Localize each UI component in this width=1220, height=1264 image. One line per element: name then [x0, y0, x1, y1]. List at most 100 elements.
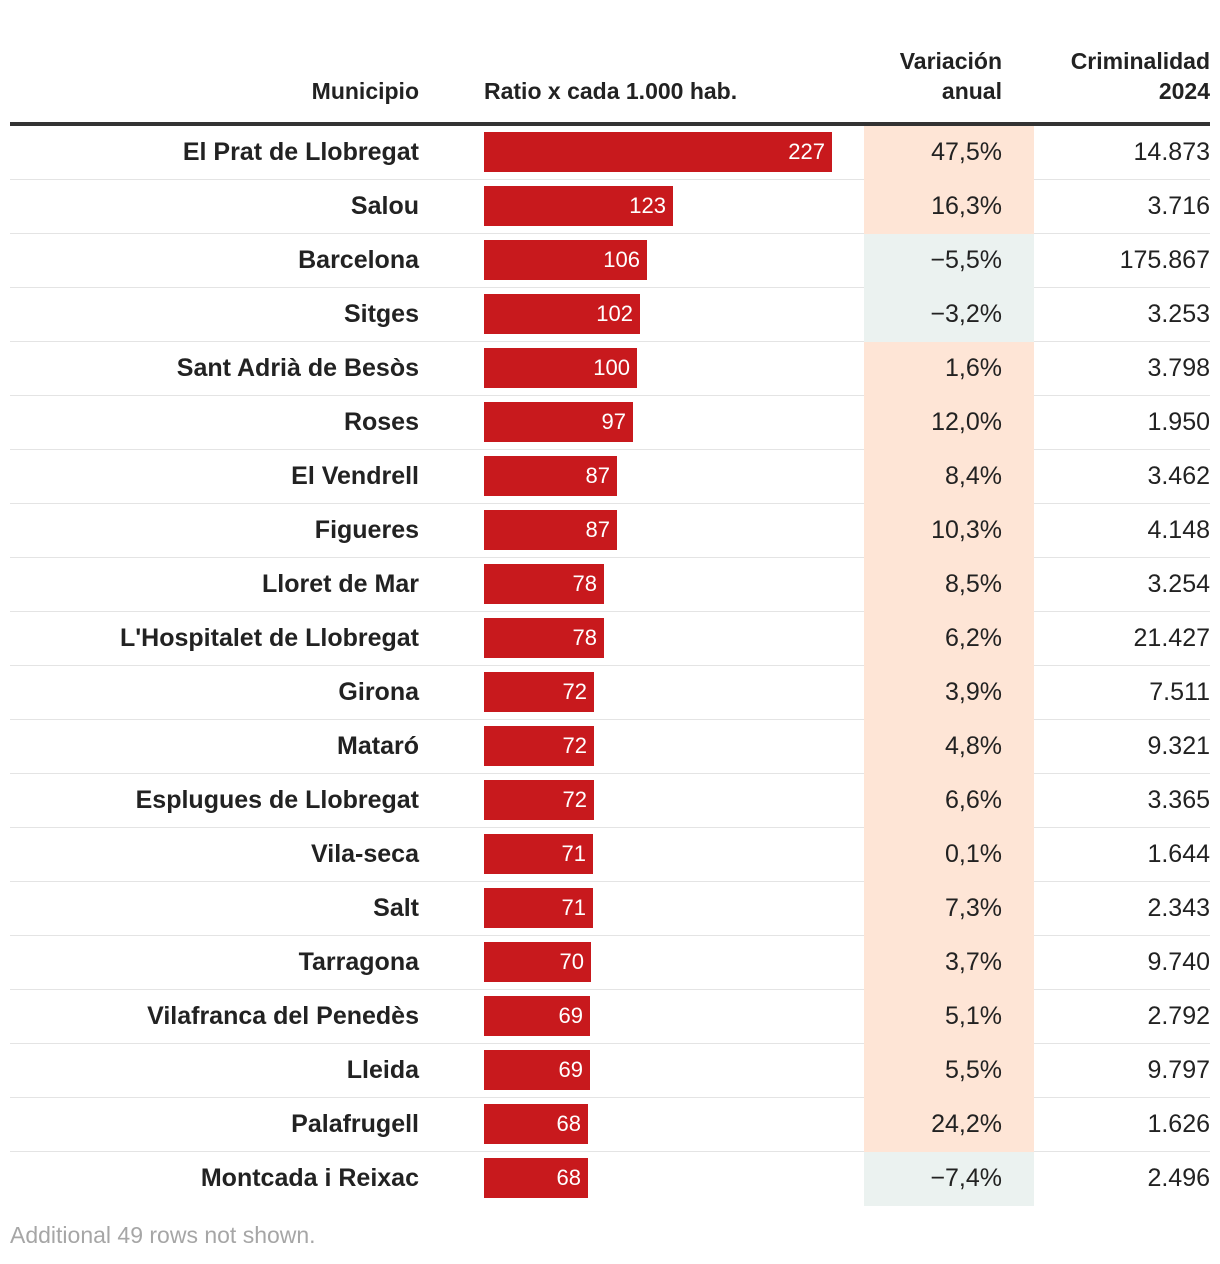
ratio-bar: 68: [484, 1104, 588, 1144]
ratio-value: 78: [572, 625, 597, 650]
header-municipio: Municipio: [311, 78, 419, 104]
variacion-cell: 24,2%: [864, 1098, 1034, 1152]
table-row: Roses 97 12,0% 1.950: [10, 396, 1210, 450]
ratio-bar: 72: [484, 780, 594, 820]
municipio-label: Barcelona: [298, 246, 419, 274]
ratio-bar: 106: [484, 240, 647, 280]
table-row: El Prat de Llobregat 227 47,5% 14.873: [10, 126, 1210, 180]
ratio-value: 71: [561, 895, 586, 920]
variacion-value: −3,2%: [930, 300, 1002, 328]
variacion-value: 24,2%: [931, 1110, 1002, 1138]
variacion-cell: −3,2%: [864, 288, 1034, 342]
ratio-value: 71: [561, 841, 586, 866]
ratio-value: 68: [556, 1165, 581, 1190]
variacion-value: 6,6%: [945, 786, 1002, 814]
ratio-bar: 123: [484, 186, 673, 226]
ratio-bar: 69: [484, 996, 590, 1036]
ratio-value: 68: [556, 1111, 581, 1136]
municipio-label: Salou: [350, 192, 419, 220]
table-row: Lleida 69 5,5% 9.797: [10, 1044, 1210, 1098]
municipio-label: Lloret de Mar: [262, 570, 419, 598]
variacion-value: 8,5%: [945, 570, 1002, 598]
ratio-bar: 69: [484, 1050, 590, 1090]
ratio-bar: 70: [484, 942, 591, 982]
table-row: L'Hospitalet de Llobregat 78 6,2% 21.427: [10, 612, 1210, 666]
ratio-bar: 87: [484, 456, 617, 496]
variacion-cell: 12,0%: [864, 396, 1034, 450]
municipio-label: Salt: [373, 894, 419, 922]
variacion-cell: 0,1%: [864, 828, 1034, 882]
variacion-value: 10,3%: [931, 516, 1002, 544]
variacion-value: 5,5%: [945, 1056, 1002, 1084]
ratio-value: 227: [788, 139, 825, 164]
variacion-cell: 8,5%: [864, 558, 1034, 612]
criminalidad-value: 2.496: [1147, 1164, 1210, 1192]
variacion-cell: 7,3%: [864, 882, 1034, 936]
footnote: Additional 49 rows not shown.: [10, 1222, 316, 1248]
variacion-cell: −5,5%: [864, 234, 1034, 288]
ratio-value: 87: [585, 517, 610, 542]
municipio-label: Mataró: [337, 732, 419, 760]
municipio-label: Esplugues de Llobregat: [135, 786, 419, 814]
criminalidad-value: 7.511: [1149, 678, 1210, 706]
criminalidad-value: 3.462: [1147, 462, 1210, 490]
variacion-cell: 8,4%: [864, 450, 1034, 504]
ratio-value: 70: [559, 949, 584, 974]
criminalidad-value: 14.873: [1133, 138, 1210, 166]
criminalidad-value: 1.950: [1147, 408, 1210, 436]
ratio-value: 69: [558, 1003, 583, 1028]
ratio-value: 97: [601, 409, 626, 434]
municipio-label: Montcada i Reixac: [200, 1164, 419, 1192]
table-body: El Prat de Llobregat 227 47,5% 14.873 Salou 1…: [10, 126, 1210, 1206]
variacion-value: 3,7%: [945, 948, 1002, 976]
variacion-value: 4,8%: [945, 732, 1002, 760]
variacion-value: 5,1%: [945, 1002, 1002, 1030]
criminalidad-value: 2.792: [1147, 1002, 1210, 1030]
variacion-value: 7,3%: [945, 894, 1002, 922]
ratio-value: 100: [593, 355, 630, 380]
variacion-value: 8,4%: [945, 462, 1002, 490]
criminalidad-value: 175.867: [1119, 246, 1210, 274]
table-row: Girona 72 3,9% 7.511: [10, 666, 1210, 720]
ratio-bar: 102: [484, 294, 640, 334]
variacion-cell: 10,3%: [864, 504, 1034, 558]
ratio-value: 72: [562, 679, 587, 704]
table-row: Salou 123 16,3% 3.716: [10, 180, 1210, 234]
criminalidad-value: 1.644: [1147, 840, 1210, 868]
table-row: Sant Adrià de Besòs 100 1,6% 3.798: [10, 342, 1210, 396]
ratio-value: 78: [572, 571, 597, 596]
municipio-label: Lleida: [346, 1056, 419, 1084]
table-row: Tarragona 70 3,7% 9.740: [10, 936, 1210, 990]
table-row: Figueres 87 10,3% 4.148: [10, 504, 1210, 558]
ratio-value: 69: [558, 1057, 583, 1082]
table-row: Esplugues de Llobregat 72 6,6% 3.365: [10, 774, 1210, 828]
variacion-value: 3,9%: [945, 678, 1002, 706]
table-row: El Vendrell 87 8,4% 3.462: [10, 450, 1210, 504]
variacion-value: 1,6%: [945, 354, 1002, 382]
ratio-bar: 97: [484, 402, 633, 442]
ratio-bar: 78: [484, 564, 604, 604]
criminalidad-value: 4.148: [1147, 516, 1210, 544]
table-row: Vila-seca 71 0,1% 1.644: [10, 828, 1210, 882]
table-header: Municipio Ratio x cada 1.000 hab. Variac…: [10, 0, 1210, 122]
variacion-cell: 6,2%: [864, 612, 1034, 666]
table-row: Sitges 102 −3,2% 3.253: [10, 288, 1210, 342]
municipio-label: Roses: [343, 408, 419, 436]
municipio-label: El Prat de Llobregat: [182, 138, 419, 166]
criminalidad-value: 3.716: [1147, 192, 1210, 220]
variacion-cell: 47,5%: [864, 126, 1034, 180]
variacion-value: 6,2%: [945, 624, 1002, 652]
municipio-label: Girona: [338, 678, 419, 706]
criminalidad-value: 2.343: [1147, 894, 1210, 922]
variacion-cell: 3,7%: [864, 936, 1034, 990]
ratio-value: 72: [562, 733, 587, 758]
municipio-label: Vilafranca del Penedès: [147, 1002, 419, 1030]
table-row: Palafrugell 68 24,2% 1.626: [10, 1098, 1210, 1152]
table-row: Barcelona 106 −5,5% 175.867: [10, 234, 1210, 288]
criminalidad-value: 3.365: [1147, 786, 1210, 814]
municipio-label: El Vendrell: [291, 462, 419, 490]
criminalidad-value: 9.321: [1147, 732, 1210, 760]
ratio-bar: 100: [484, 348, 637, 388]
variacion-value: −7,4%: [930, 1164, 1002, 1192]
ratio-value: 106: [603, 247, 640, 272]
